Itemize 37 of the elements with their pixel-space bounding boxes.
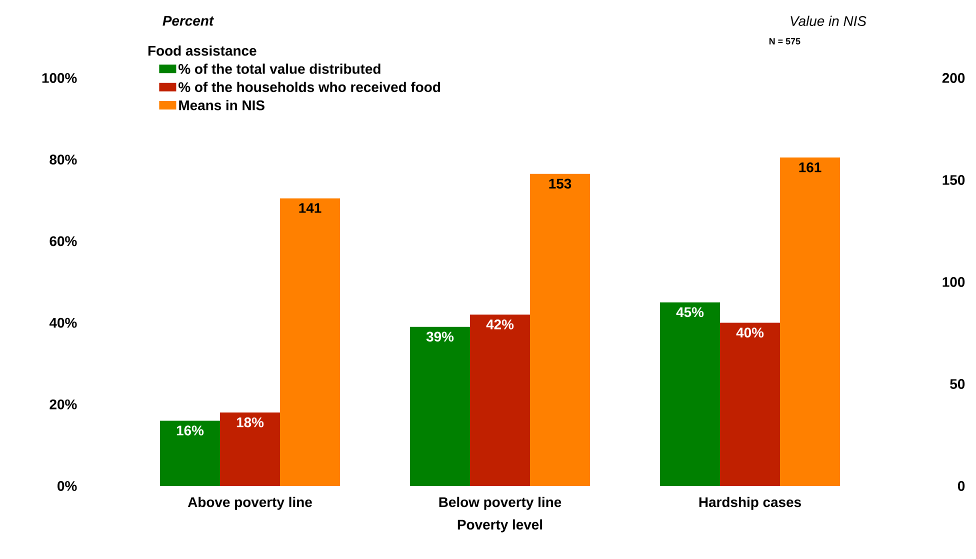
bar bbox=[220, 412, 280, 486]
y-tick-label: 80% bbox=[50, 154, 77, 165]
y-tick-label: 100% bbox=[42, 73, 77, 83]
x-tick-label: Below poverty line bbox=[439, 496, 562, 510]
x-axis-title: Poverty level bbox=[458, 519, 542, 532]
y-axis-title: Percent bbox=[162, 16, 214, 26]
x-tick-label: Hardship cases bbox=[699, 496, 801, 510]
text: N = 575 bbox=[769, 38, 800, 44]
y-tick-label: 60% bbox=[50, 236, 77, 246]
data-label: 153 bbox=[549, 178, 572, 189]
legend-label: Means in NIS bbox=[179, 100, 264, 110]
legend-title: Food assistance bbox=[148, 45, 256, 56]
data-label: 42% bbox=[486, 319, 514, 330]
data-label: 45% bbox=[676, 307, 704, 318]
bar bbox=[280, 198, 340, 486]
y-tick-label: 40% bbox=[49, 318, 77, 328]
data-label: 40% bbox=[736, 328, 764, 338]
data-label: 39% bbox=[426, 332, 454, 342]
data-label: 141 bbox=[299, 203, 322, 213]
legend-label: % of the households who received food bbox=[178, 82, 440, 92]
bar bbox=[410, 326, 470, 486]
y-tick-label: 0% bbox=[58, 481, 77, 491]
data-label: 18% bbox=[236, 417, 264, 428]
x-tick-label: Above poverty line bbox=[188, 496, 312, 510]
y2-tick-label: 50 bbox=[950, 379, 965, 389]
bar bbox=[660, 302, 720, 486]
data-label: 161 bbox=[799, 162, 822, 172]
bar bbox=[160, 420, 220, 486]
data-label: 16% bbox=[176, 426, 204, 436]
y2-tick-label: 200 bbox=[942, 73, 965, 83]
y2-tick-label: 150 bbox=[942, 175, 965, 185]
bar bbox=[780, 158, 840, 486]
y2-tick-label: 100 bbox=[942, 277, 965, 287]
y-tick-label: 20% bbox=[50, 399, 77, 410]
y2-tick-label: 0 bbox=[958, 481, 965, 491]
y2-axis-title: Value in NIS bbox=[790, 16, 866, 26]
legend-label: % of the total value distributed bbox=[178, 64, 380, 74]
